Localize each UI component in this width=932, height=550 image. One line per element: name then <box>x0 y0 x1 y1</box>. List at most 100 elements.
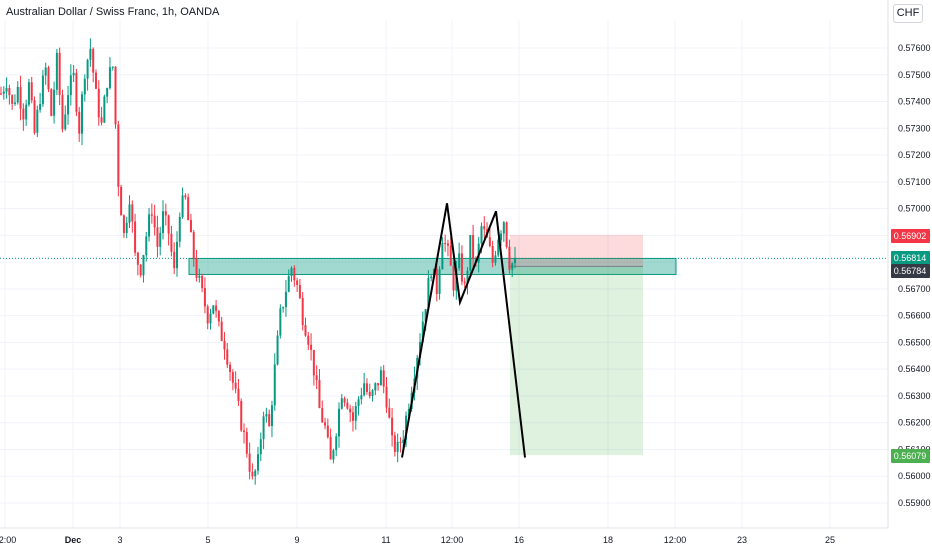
candle-body <box>458 253 461 268</box>
candle-body <box>430 276 433 278</box>
candle-body <box>371 390 374 397</box>
price-tick-label: 0.56700 <box>898 284 931 294</box>
candle-body <box>290 268 293 277</box>
candle-body <box>164 211 167 216</box>
time-tick-label: 16 <box>514 535 524 545</box>
candle-body <box>142 255 145 276</box>
candle-body <box>39 104 42 110</box>
candle-body <box>72 72 75 76</box>
grid-lines <box>0 20 888 528</box>
candle-body <box>111 66 114 68</box>
stop-loss-zone <box>510 234 643 267</box>
price-tick-label: 0.57500 <box>898 70 931 80</box>
candle-body <box>134 221 137 253</box>
candle-body <box>229 364 232 373</box>
candle-body <box>92 48 95 73</box>
candle-body <box>488 237 491 247</box>
candle-body <box>405 415 408 440</box>
candle-body <box>469 234 472 271</box>
candle-body <box>223 340 226 350</box>
candle-body <box>69 75 72 96</box>
candle-body <box>27 82 30 105</box>
currency-selector[interactable]: CHF <box>893 4 923 23</box>
price-tick-label: 0.56300 <box>898 391 931 401</box>
candle-body <box>125 222 128 234</box>
time-tick-label: 9 <box>294 535 299 545</box>
candle-body <box>483 226 486 230</box>
time-tick-label: 12:00 <box>441 535 464 545</box>
time-tick-label: 23 <box>737 535 747 545</box>
candle-body <box>393 435 396 452</box>
candle-body <box>148 214 151 237</box>
price-tick-label: 0.57100 <box>898 177 931 187</box>
candle-body <box>351 412 354 421</box>
time-tick-label: 11 <box>381 535 390 545</box>
candle-body <box>240 400 243 431</box>
candle-body <box>466 270 469 284</box>
candle-body <box>94 72 97 89</box>
candle-body <box>162 211 165 233</box>
candle-body <box>491 246 494 263</box>
candle-body <box>64 114 67 130</box>
candle-body <box>173 251 176 269</box>
candle-body <box>67 95 70 115</box>
candle-body <box>0 93 2 95</box>
candle-body <box>254 470 257 477</box>
candle-body <box>396 441 399 452</box>
candle-body <box>237 388 240 401</box>
candle-body <box>198 275 201 278</box>
candle-body <box>460 253 463 282</box>
candle-body <box>346 402 349 409</box>
candle-body <box>321 408 324 423</box>
candle-body <box>511 263 514 270</box>
candle-body <box>363 383 366 396</box>
chart-title: Australian Dollar / Swiss Franc, 1h, OAN… <box>6 6 220 18</box>
candle-body <box>284 291 287 308</box>
candle-body <box>251 471 254 477</box>
candle-body <box>354 406 357 421</box>
candle-body <box>315 375 318 380</box>
candle-body <box>282 307 285 309</box>
candle-body <box>304 325 307 336</box>
price-tick-label: 0.57600 <box>898 43 931 53</box>
candle-body <box>100 117 103 123</box>
trade-position <box>0 234 888 456</box>
candle-body <box>61 94 64 130</box>
candle-body <box>424 309 427 322</box>
price-tag-box <box>891 229 930 243</box>
candle-body <box>307 335 310 345</box>
candle-body <box>8 88 11 96</box>
time-tick-label: 12:00 <box>0 535 16 545</box>
candle-body <box>5 88 8 92</box>
candle-body <box>41 75 44 105</box>
time-axis: 12:00 Dec 3 5 9 11 12:00 16 18 12:00 23 25 <box>0 527 888 545</box>
candle-body <box>324 422 327 426</box>
candle-body <box>329 437 332 460</box>
candle-body <box>449 245 452 266</box>
candle-body <box>332 450 335 460</box>
candle-body <box>226 349 229 365</box>
candle-body <box>508 246 511 270</box>
candle-body <box>145 236 148 256</box>
candle-body <box>270 405 273 426</box>
candle-body <box>243 430 246 432</box>
candle-body <box>120 186 123 216</box>
candle-body <box>357 399 360 407</box>
candle-body <box>452 265 455 291</box>
candle-body <box>279 308 282 336</box>
candle-body <box>399 441 402 444</box>
candle-body <box>287 276 290 292</box>
candle-body <box>131 204 134 222</box>
candle-body <box>388 407 391 418</box>
candle-body <box>150 214 153 216</box>
candle-body <box>136 252 139 265</box>
candle-body <box>265 414 268 417</box>
candle-body <box>301 297 304 326</box>
price-tick-label: 0.56000 <box>898 471 931 481</box>
candle-body <box>296 280 299 285</box>
candle-body <box>184 195 187 198</box>
candle-body <box>377 383 380 386</box>
candle-body <box>391 417 394 436</box>
candle-body <box>276 335 279 365</box>
